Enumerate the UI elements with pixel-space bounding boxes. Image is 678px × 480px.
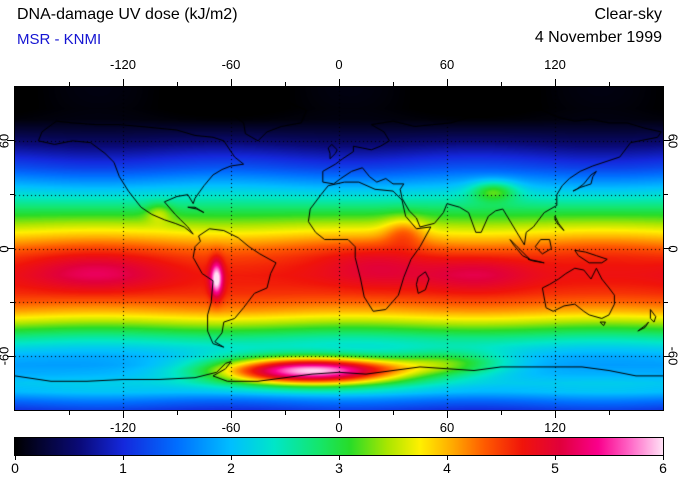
lat-tick-label-left: -60 xyxy=(0,346,12,366)
lat-major-tick-left xyxy=(7,140,14,142)
colorbar-tick-label: 0 xyxy=(11,460,19,476)
colorbar-tick-label: 5 xyxy=(551,460,559,476)
lat-major-tick-right xyxy=(664,355,671,357)
lon-minor-tick-top xyxy=(68,82,70,86)
lon-tick-label-top: 120 xyxy=(544,57,566,72)
lon-minor-tick-top xyxy=(608,82,610,86)
lon-major-tick-top xyxy=(230,79,232,86)
lon-minor-tick-bottom xyxy=(500,411,502,415)
lon-minor-tick-top xyxy=(392,82,394,86)
colorbar-tick xyxy=(446,456,448,460)
lat-minor-tick-left xyxy=(10,301,14,303)
lat-minor-tick-right xyxy=(664,194,668,196)
colorbar-tick-label: 4 xyxy=(443,460,451,476)
colorbar-tick xyxy=(554,456,556,460)
lon-minor-tick-top xyxy=(176,82,178,86)
lon-major-tick-bottom xyxy=(338,411,340,418)
page-title: DNA-damage UV dose (kJ/m2) xyxy=(17,6,238,23)
date-label: 4 November 1999 xyxy=(534,29,662,46)
lat-major-tick-left xyxy=(7,355,14,357)
lon-minor-tick-top xyxy=(500,82,502,86)
lat-tick-label-right: 0 xyxy=(666,245,678,252)
colorbar-tick xyxy=(338,456,340,460)
header-right: Clear-sky 4 November 1999 xyxy=(535,6,662,47)
lon-minor-tick-bottom xyxy=(68,411,70,415)
colorbar-tick xyxy=(662,456,664,460)
colorbar-tick-label: 1 xyxy=(119,460,127,476)
uv-dose-heatmap xyxy=(15,87,663,410)
lon-tick-label-top: 60 xyxy=(439,57,455,72)
lat-minor-tick-right xyxy=(664,301,668,303)
colorbar-tick xyxy=(122,456,124,460)
lon-minor-tick-bottom xyxy=(176,411,178,415)
lon-tick-label-top: -120 xyxy=(109,57,137,72)
lon-tick-label-top: 0 xyxy=(335,57,343,72)
colorbar-tick xyxy=(14,456,16,460)
colorbar-tick-label: 6 xyxy=(659,460,667,476)
lon-tick-label-bottom: 0 xyxy=(335,420,343,435)
map-plot xyxy=(14,86,664,411)
lon-major-tick-top xyxy=(446,79,448,86)
lon-tick-label-bottom: 60 xyxy=(439,420,455,435)
colorbar-tick xyxy=(230,456,232,460)
lon-major-tick-top xyxy=(122,79,124,86)
lon-major-tick-bottom xyxy=(446,411,448,418)
lat-major-tick-right xyxy=(664,140,671,142)
lat-major-tick-left xyxy=(7,248,14,249)
data-source-label: MSR - KNMI xyxy=(17,31,102,48)
lon-minor-tick-bottom xyxy=(608,411,610,415)
lon-tick-label-bottom: 120 xyxy=(544,420,566,435)
lon-major-tick-bottom xyxy=(122,411,124,418)
lon-major-tick-top xyxy=(554,79,556,86)
sky-condition-label: Clear-sky xyxy=(594,6,662,23)
lat-major-tick-right xyxy=(664,248,671,249)
lon-minor-tick-bottom xyxy=(392,411,394,415)
lat-tick-label-right: -60 xyxy=(665,346,678,366)
lon-tick-label-top: -60 xyxy=(221,57,241,72)
lat-minor-tick-left xyxy=(10,194,14,196)
colorbar xyxy=(14,437,664,456)
lon-tick-label-bottom: -60 xyxy=(221,420,241,435)
lat-tick-label-right: 60 xyxy=(665,133,678,149)
colorbar-tick-label: 3 xyxy=(335,460,343,476)
lon-tick-label-bottom: -120 xyxy=(109,420,137,435)
lon-major-tick-bottom xyxy=(230,411,232,418)
lon-major-tick-bottom xyxy=(554,411,556,418)
lon-major-tick-top xyxy=(338,79,340,86)
colorbar-tick-label: 2 xyxy=(227,460,235,476)
lat-tick-label-left: 0 xyxy=(0,245,12,252)
lon-minor-tick-bottom xyxy=(284,411,286,415)
lon-minor-tick-top xyxy=(284,82,286,86)
lat-tick-label-left: 60 xyxy=(0,133,12,149)
